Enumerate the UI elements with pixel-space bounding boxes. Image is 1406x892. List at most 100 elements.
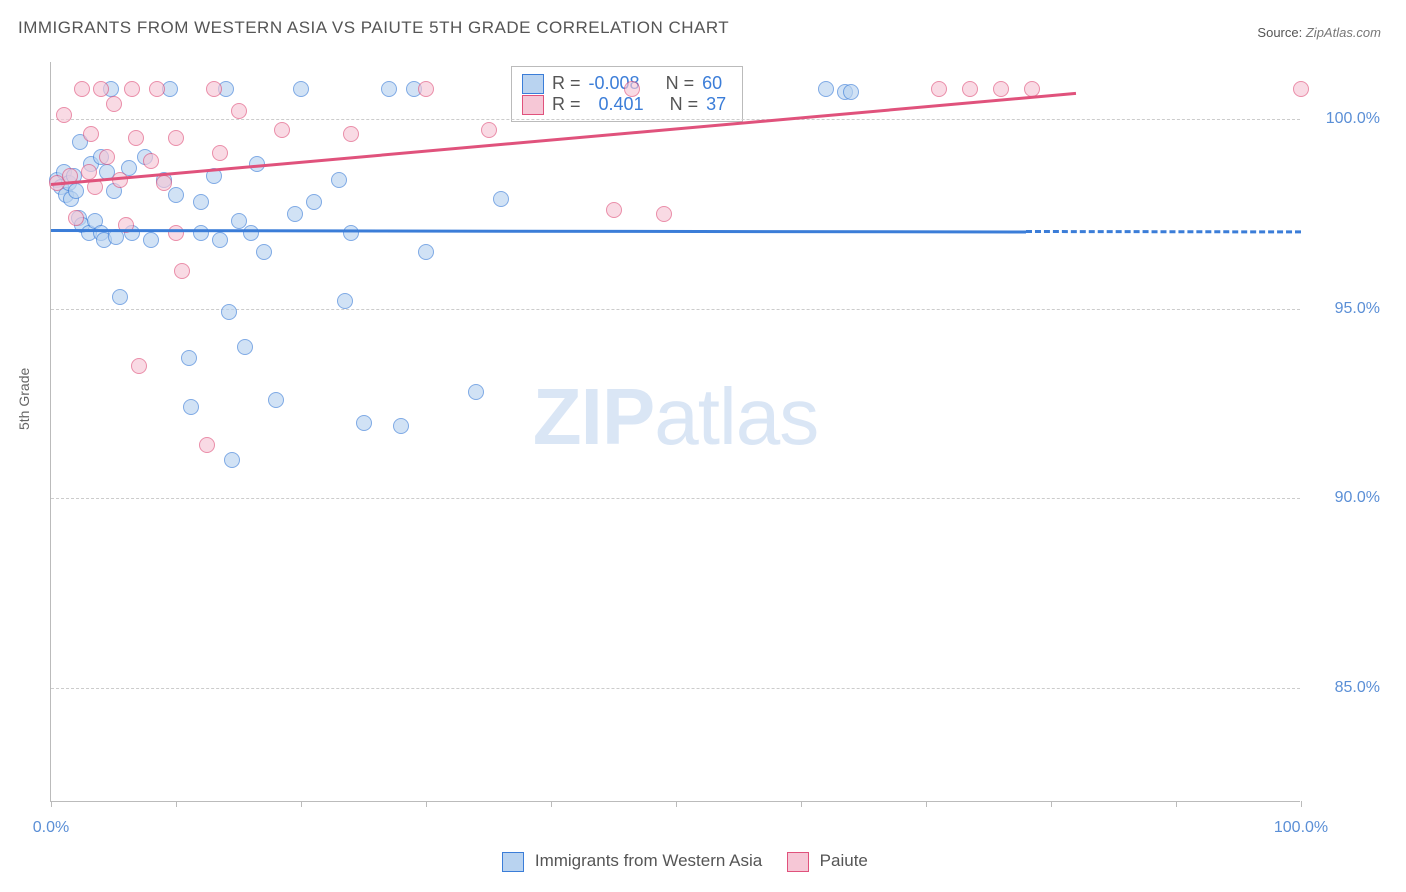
scatter-point: [143, 153, 159, 169]
r-label: R =: [552, 94, 581, 115]
scatter-point: [181, 350, 197, 366]
source-attribution: Source: ZipAtlas.com: [1257, 25, 1381, 40]
x-tick-label: 100.0%: [1274, 819, 1328, 837]
y-tick-label: 100.0%: [1310, 110, 1380, 128]
n-label: N =: [666, 73, 695, 94]
scatter-point: [418, 244, 434, 260]
scatter-point: [962, 81, 978, 97]
source-value: ZipAtlas.com: [1306, 25, 1381, 40]
scatter-point: [231, 103, 247, 119]
x-tick: [1176, 801, 1177, 807]
legend-swatch-series-1: [502, 852, 524, 872]
scatter-point: [993, 81, 1009, 97]
scatter-point: [1024, 81, 1040, 97]
scatter-point: [356, 415, 372, 431]
n-label: N =: [670, 94, 699, 115]
y-axis-title: 5th Grade: [16, 368, 32, 430]
scatter-point: [818, 81, 834, 97]
scatter-point: [237, 339, 253, 355]
scatter-point: [306, 194, 322, 210]
scatter-point: [337, 293, 353, 309]
swatch-series-1: [522, 74, 544, 94]
scatter-point: [124, 81, 140, 97]
scatter-point: [112, 289, 128, 305]
scatter-point: [343, 126, 359, 142]
scatter-point: [268, 392, 284, 408]
scatter-point: [381, 81, 397, 97]
watermark-bold: ZIP: [533, 372, 654, 461]
y-tick-label: 95.0%: [1310, 300, 1380, 318]
n-value-series-2: 37: [706, 94, 726, 115]
gridline: [51, 498, 1300, 499]
plot-area: ZIPatlas R = -0.008 N = 60 R = 0.401 N =…: [50, 62, 1300, 802]
scatter-point: [168, 225, 184, 241]
scatter-point: [287, 206, 303, 222]
r-value-series-2: 0.401: [589, 94, 644, 115]
scatter-point: [99, 149, 115, 165]
scatter-point: [468, 384, 484, 400]
x-tick: [676, 801, 677, 807]
gridline: [51, 688, 1300, 689]
x-tick: [301, 801, 302, 807]
scatter-point: [224, 452, 240, 468]
x-tick: [551, 801, 552, 807]
scatter-point: [1293, 81, 1309, 97]
scatter-point: [68, 183, 84, 199]
scatter-point: [83, 126, 99, 142]
scatter-point: [256, 244, 272, 260]
watermark-rest: atlas: [654, 372, 818, 461]
scatter-point: [93, 81, 109, 97]
scatter-point: [331, 172, 347, 188]
chart-title: IMMIGRANTS FROM WESTERN ASIA VS PAIUTE 5…: [18, 18, 729, 38]
y-tick-label: 90.0%: [1310, 489, 1380, 507]
stats-row-series-2: R = 0.401 N = 37: [522, 94, 726, 115]
trend-line-dashed: [1026, 230, 1301, 233]
scatter-point: [81, 164, 97, 180]
x-tick: [176, 801, 177, 807]
scatter-point: [493, 191, 509, 207]
scatter-point: [128, 130, 144, 146]
x-tick: [1051, 801, 1052, 807]
scatter-point: [343, 225, 359, 241]
scatter-point: [174, 263, 190, 279]
legend-label-series-1: Immigrants from Western Asia: [535, 851, 762, 870]
scatter-point: [199, 437, 215, 453]
bottom-legend: Immigrants from Western Asia Paiute: [50, 851, 1300, 872]
scatter-point: [212, 232, 228, 248]
x-tick: [926, 801, 927, 807]
r-label: R =: [552, 73, 581, 94]
scatter-point: [106, 96, 122, 112]
scatter-point: [206, 81, 222, 97]
scatter-point: [393, 418, 409, 434]
scatter-point: [624, 81, 640, 97]
scatter-point: [243, 225, 259, 241]
scatter-point: [481, 122, 497, 138]
scatter-point: [293, 81, 309, 97]
scatter-point: [168, 187, 184, 203]
scatter-point: [68, 210, 84, 226]
scatter-point: [56, 107, 72, 123]
legend-label-series-2: Paiute: [820, 851, 868, 870]
scatter-point: [143, 232, 159, 248]
scatter-point: [149, 81, 165, 97]
y-tick-label: 85.0%: [1310, 679, 1380, 697]
scatter-point: [656, 206, 672, 222]
x-tick: [801, 801, 802, 807]
x-tick: [51, 801, 52, 807]
swatch-series-2: [522, 95, 544, 115]
scatter-point: [274, 122, 290, 138]
scatter-point: [221, 304, 237, 320]
n-value-series-1: 60: [702, 73, 722, 94]
x-tick: [426, 801, 427, 807]
scatter-point: [418, 81, 434, 97]
scatter-point: [74, 81, 90, 97]
scatter-point: [168, 130, 184, 146]
watermark: ZIPatlas: [533, 371, 818, 463]
scatter-point: [131, 358, 147, 374]
x-tick-label: 0.0%: [33, 819, 69, 837]
x-tick: [1301, 801, 1302, 807]
scatter-point: [606, 202, 622, 218]
scatter-point: [843, 84, 859, 100]
legend-swatch-series-2: [787, 852, 809, 872]
source-label: Source:: [1257, 25, 1302, 40]
